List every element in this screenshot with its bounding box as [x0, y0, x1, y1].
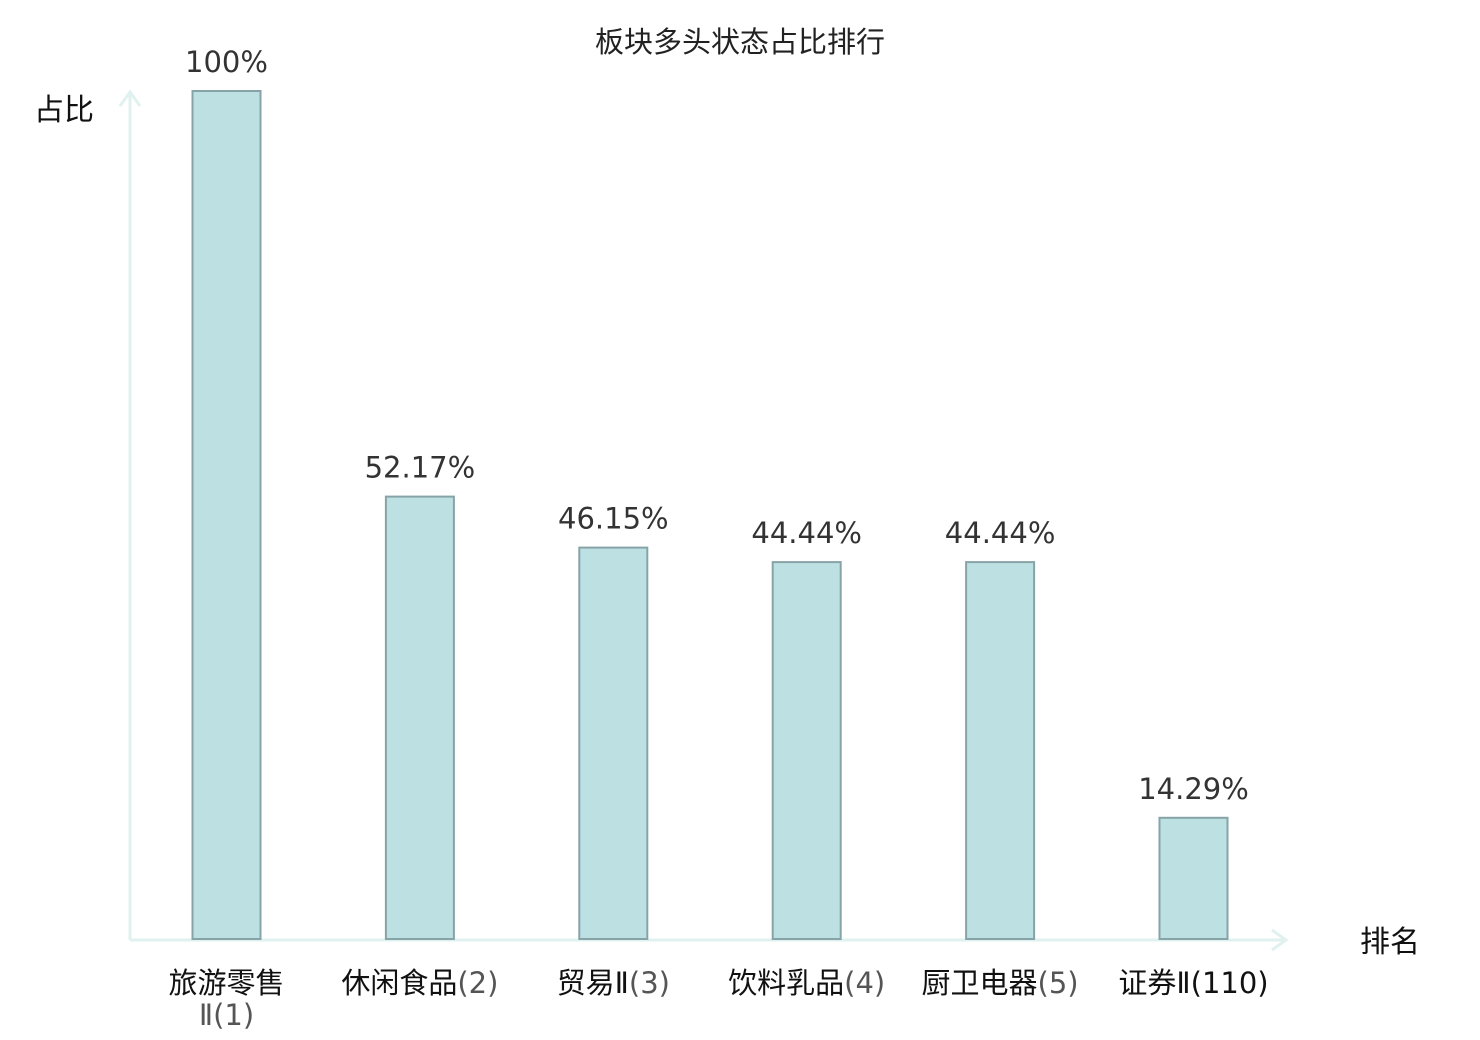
bar-value-label: 100% — [185, 45, 268, 79]
x-tick-label: 饮料乳品(4) — [728, 966, 885, 1000]
bar — [191, 90, 262, 940]
bar-value-label: 14.29% — [1138, 772, 1249, 806]
bar — [384, 495, 455, 940]
x-axis-arrow — [1271, 928, 1289, 952]
x-tick-label: 休闲食品(2) — [341, 966, 498, 1000]
x-axis-label: 排名 — [1360, 925, 1420, 960]
x-tick-label: 证券Ⅱ(110) — [1118, 966, 1268, 1000]
chart-title: 板块多头状态占比排行 — [595, 25, 885, 59]
bar — [965, 561, 1036, 940]
y-axis-label: 占比 — [34, 93, 94, 128]
value-labels-group: 100% 52.17% 46.15% 44.44% 44.44% 14.29% — [185, 45, 1249, 806]
bar — [578, 546, 649, 940]
bar-value-label: 44.44% — [945, 516, 1056, 550]
y-axis-arrow — [118, 89, 142, 107]
x-tick-label: 旅游零售 Ⅱ(1) — [168, 966, 284, 1032]
bar — [1158, 816, 1229, 940]
x-tick-labels-group: 旅游零售 Ⅱ(1) 休闲食品(2) 贸易Ⅱ(3) 饮料乳品(4) 厨卫电器(5) 证券Ⅱ(1… — [168, 966, 1268, 1032]
bar-value-label: 44.44% — [751, 516, 862, 550]
bars-group — [191, 90, 1229, 940]
bar-value-label: 52.17% — [365, 451, 476, 485]
bar — [771, 561, 842, 940]
bar-value-label: 46.15% — [558, 502, 669, 536]
x-tick-label: 厨卫电器(5) — [922, 966, 1079, 1000]
x-tick-label: 贸易Ⅱ(3) — [557, 966, 670, 1000]
